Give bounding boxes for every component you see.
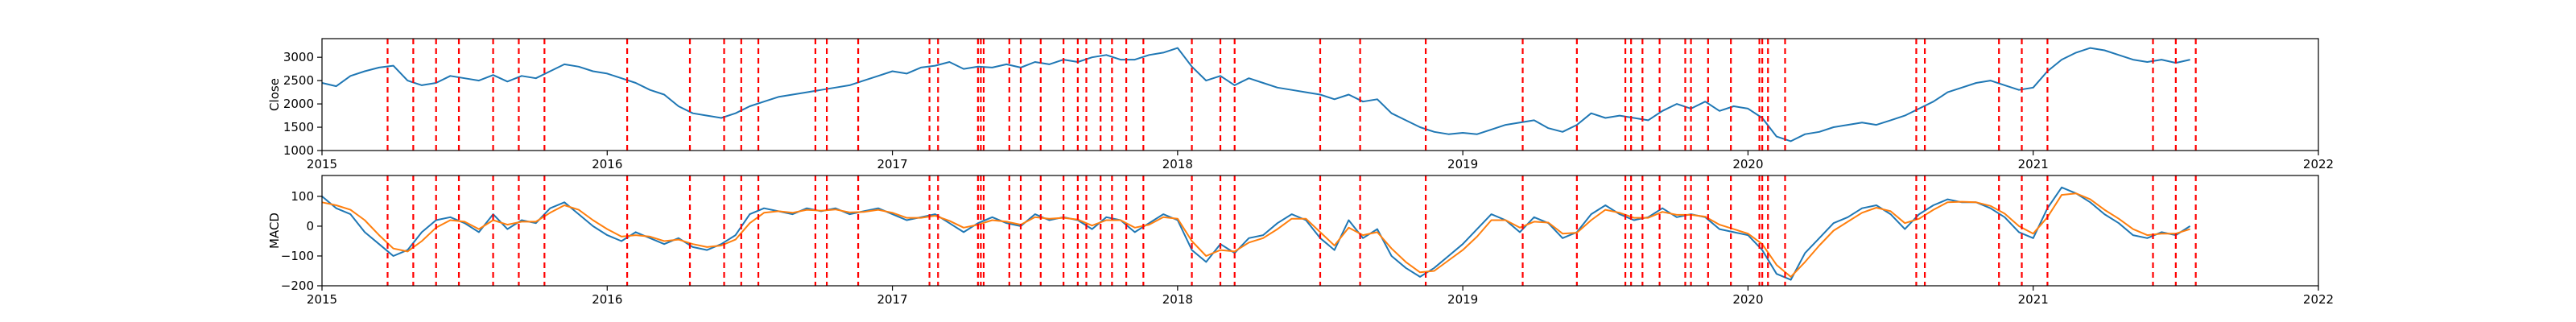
x-tick-label: 2017	[877, 292, 907, 307]
y-tick-label: 0	[306, 219, 314, 233]
series-line-2	[321, 192, 2190, 278]
y-axis-label: Close	[267, 78, 282, 111]
axes-frame	[321, 175, 2319, 287]
macd-panel: 2015 2016 2017 2018 2019 2020 2021 2022 −200 −100…	[267, 175, 2334, 307]
x-tick-label: 2022	[2303, 157, 2334, 171]
close-price-panel: 2015 2016 2017 2018 2019 2020 2021 2022 1000 1500…	[267, 38, 2334, 171]
x-tick-label: 2019	[1447, 292, 1478, 307]
x-tick-label: 2018	[1162, 292, 1193, 307]
y-tick-label: 2000	[283, 97, 314, 111]
y-tick-label: −200	[281, 279, 314, 293]
x-tick-label: 2021	[2018, 157, 2049, 171]
x-tick-label: 2018	[1162, 157, 1193, 171]
y-tick-label: 1500	[283, 120, 314, 134]
axes-frame	[321, 38, 2319, 151]
series-line-1	[321, 186, 2191, 281]
y-tick-label: 3000	[283, 50, 314, 64]
y-tick-label: 1000	[283, 143, 314, 158]
series-line-1	[321, 47, 2190, 142]
x-tick-label: 2016	[592, 292, 622, 307]
x-tick-label: 2019	[1447, 157, 1478, 171]
y-tick-label: −100	[281, 249, 314, 263]
x-tick-label: 2017	[877, 157, 907, 171]
x-tick-label: 2015	[307, 157, 337, 171]
x-tick-label: 2021	[2018, 292, 2049, 307]
y-tick-label: 2500	[283, 73, 314, 88]
x-tick-label: 2020	[1732, 292, 1763, 307]
x-tick-label: 2022	[2303, 292, 2334, 307]
x-tick-label: 2020	[1732, 157, 1763, 171]
y-axis-label: MACD	[267, 213, 282, 249]
x-tick-label: 2015	[307, 292, 337, 307]
y-tick-label: 100	[291, 189, 314, 204]
x-tick-label: 2016	[592, 157, 622, 171]
